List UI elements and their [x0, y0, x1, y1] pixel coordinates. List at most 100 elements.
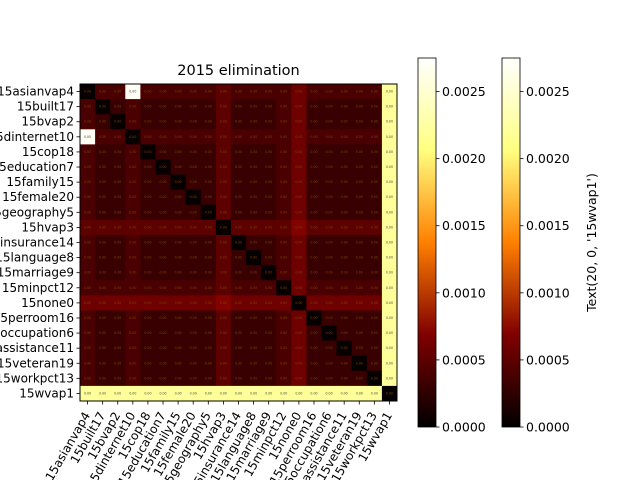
heatmap-cell-label: 0.00 [326, 195, 333, 199]
heatmap-cell [351, 129, 368, 145]
heatmap-cell [276, 189, 292, 206]
heatmap-cell [261, 340, 277, 357]
heatmap-cell [276, 204, 292, 221]
heatmap-cell-label: 0.00 [265, 135, 272, 139]
heatmap-cell-label: 0.00 [175, 210, 182, 214]
heatmap-cell [95, 129, 111, 145]
heatmap-cell-label: 0.00 [190, 165, 197, 169]
heatmap-cell [306, 340, 322, 357]
heatmap-cell [95, 114, 111, 130]
heatmap-cell [381, 355, 398, 372]
heatmap-cell-label: 0.00 [175, 271, 182, 275]
heatmap-cell [230, 370, 247, 387]
heatmap-cell [306, 250, 322, 266]
heatmap-cell [351, 295, 368, 311]
heatmap-cell-label: 0.00 [205, 241, 212, 245]
y-tick-label: 15cop18 [22, 145, 74, 159]
heatmap-cell-label: 0.00 [386, 135, 393, 139]
heatmap-cell-label: 0.00 [84, 361, 91, 365]
heatmap-cell [200, 385, 217, 402]
heatmap-cell [276, 219, 292, 236]
heatmap-cell-label: 0.00 [175, 256, 182, 260]
heatmap-cell-label: 0.00 [280, 361, 287, 365]
heatmap-cell-label: 0.00 [144, 150, 151, 154]
heatmap-cell [110, 114, 126, 130]
heatmap-cell-label: 0.00 [175, 361, 182, 365]
heatmap-cell-label: 0.00 [265, 105, 272, 109]
heatmap-cell [170, 204, 187, 221]
heatmap-cell [366, 174, 383, 191]
heatmap-cell [95, 265, 111, 281]
y-tick-label: 15perroom16 [0, 311, 74, 325]
heatmap-cell-label: 0.00 [175, 301, 182, 305]
heatmap-cell-label: 0.00 [310, 391, 317, 395]
heatmap-cell-label: 0.00 [175, 195, 182, 199]
heatmap-cell [140, 204, 156, 221]
heatmap-cell-label: 0.00 [386, 150, 393, 154]
heatmap-cell-label: 0.00 [265, 286, 272, 290]
heatmap-cell-label: 0.00 [190, 150, 197, 154]
heatmap-cell [95, 204, 111, 221]
heatmap-cell-label: 0.00 [371, 90, 378, 94]
y-tick-label: 15workpct13 [0, 371, 74, 385]
heatmap-cell [185, 189, 202, 206]
heatmap-cell-label: 0.00 [220, 120, 227, 124]
colorbar-tick-label: 0.0000 [526, 420, 570, 435]
heatmap-cell-label: 0.00 [235, 331, 242, 335]
y-tick-label: 15asianvap4 [0, 85, 74, 99]
heatmap-cell-label: 0.00 [265, 391, 272, 395]
heatmap-cell [125, 280, 141, 296]
heatmap-cell-label: 0.00 [159, 301, 166, 305]
heatmap-cell-label: 0.00 [326, 256, 333, 260]
heatmap-cell-label: 0.00 [386, 225, 393, 229]
colorbar [501, 57, 521, 428]
heatmap-cell-label: 0.00 [280, 316, 287, 320]
heatmap-cell [321, 219, 338, 236]
heatmap-cell-label: 0.00 [356, 361, 363, 365]
heatmap-cell-label: 0.00 [99, 331, 106, 335]
heatmap-cell [200, 114, 217, 130]
heatmap-cell-label: 0.00 [341, 180, 348, 184]
heatmap-cell-label: 0.00 [265, 271, 272, 275]
heatmap-cell-label: 0.00 [220, 135, 227, 139]
heatmap-cell-label: 0.00 [159, 210, 166, 214]
heatmap-cell [351, 280, 368, 296]
heatmap-cell-label: 0.00 [386, 271, 393, 275]
heatmap-cell [381, 250, 398, 266]
heatmap-cell-label: 0.00 [84, 120, 91, 124]
heatmap-cell-label: 0.00 [341, 256, 348, 260]
heatmap-cell-label: 0.00 [341, 120, 348, 124]
heatmap-cell-label: 0.00 [190, 331, 197, 335]
heatmap-cell-label: 0.00 [326, 90, 333, 94]
heatmap-cell-label: 0.00 [144, 301, 151, 305]
heatmap-cell-label: 0.00 [99, 180, 106, 184]
heatmap-cell [215, 129, 232, 145]
heatmap-cell-label: 0.00 [310, 225, 317, 229]
heatmap-cell [110, 340, 126, 357]
heatmap-cell-labels: 0.00 0.00 0.00 0.00 0.00 0.00 0.00 0.00 0.00 0.00… [84, 90, 393, 396]
heatmap-cell [261, 99, 277, 115]
heatmap-cell-label: 0.00 [129, 256, 136, 260]
heatmap-cell [291, 355, 307, 372]
heatmap-cell [276, 84, 292, 100]
heatmap-cell [246, 370, 262, 387]
heatmap-cell-label: 0.00 [310, 331, 317, 335]
heatmap-cell [366, 189, 383, 206]
heatmap-cell [230, 340, 247, 357]
heatmap-cell-label: 0.00 [144, 256, 151, 260]
heatmap-cell-label: 0.00 [114, 256, 121, 260]
heatmap-cell [155, 355, 171, 372]
heatmap-cell [230, 174, 247, 191]
heatmap-cell [366, 355, 383, 372]
heatmap-cell [155, 144, 171, 160]
heatmap-cell-label: 0.00 [159, 105, 166, 109]
heatmap-cell-label: 0.00 [295, 105, 302, 109]
heatmap-cell-label: 0.00 [341, 361, 348, 365]
heatmap-cell [366, 234, 383, 251]
heatmap-cell-label: 0.00 [114, 180, 121, 184]
heatmap-cell-label: 0.00 [341, 195, 348, 199]
heatmap-cell-label: 0.00 [114, 241, 121, 245]
heatmap-cell-label: 0.00 [144, 346, 151, 350]
heatmap-cell-label: 0.00 [341, 90, 348, 94]
heatmap-cell-label: 0.00 [371, 241, 378, 245]
